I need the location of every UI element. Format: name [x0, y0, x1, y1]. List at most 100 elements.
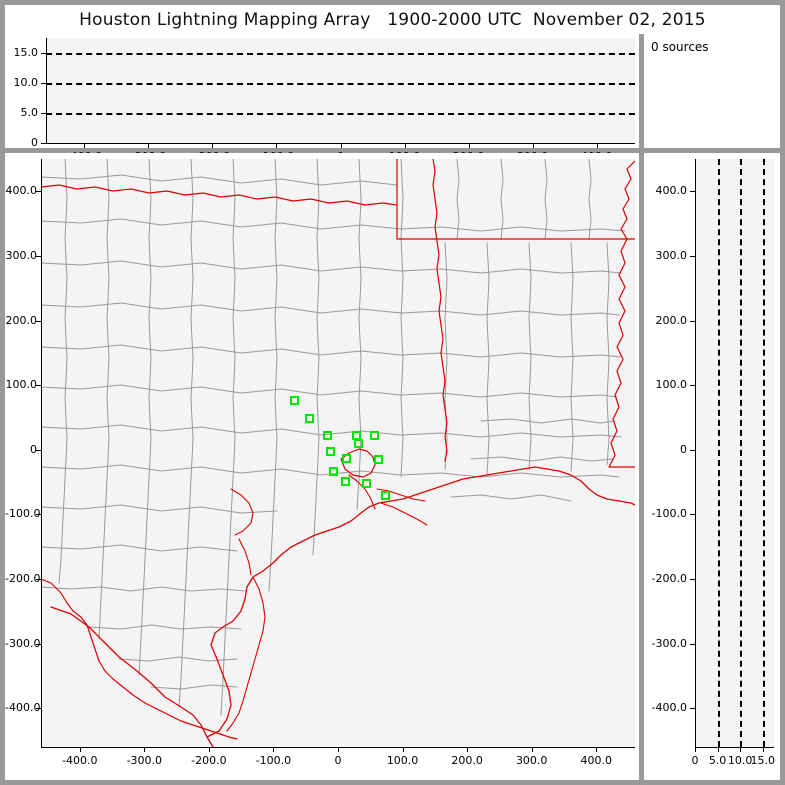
y-tick-label: -400.0	[5, 701, 41, 715]
x-tick	[532, 747, 533, 752]
y-tick	[690, 514, 695, 515]
y-tick	[690, 256, 695, 257]
y-tick-label: -400.0	[651, 701, 687, 715]
x-tick	[695, 747, 696, 752]
y-tick-label: 5.0	[20, 106, 39, 119]
y-tick	[690, 321, 695, 322]
x-tick-label: -300.0	[126, 754, 163, 767]
height-profile-plot-area[interactable]	[695, 159, 774, 747]
y-axis-line	[41, 159, 42, 747]
x-tick	[597, 143, 598, 148]
source-count-panel: 0 sources	[644, 34, 780, 148]
x-tick-label: -400.0	[62, 754, 98, 767]
lightning-source-marker	[290, 396, 299, 405]
source-count-label: 0 sources	[651, 40, 709, 54]
lightning-source-marker	[362, 479, 371, 488]
height-profile-panel[interactable]: 0 5.0 10.0 15.0 -400.0 -300.0 -200.0 -100.0 0 100…	[644, 153, 780, 780]
y-tick	[690, 644, 695, 645]
y-tick	[36, 191, 41, 192]
y-tick	[36, 450, 41, 451]
y-tick	[690, 385, 695, 386]
y-tick	[36, 385, 41, 386]
x-tick	[596, 747, 597, 752]
y-tick	[36, 256, 41, 257]
y-tick-label: 100.0	[5, 378, 38, 392]
gridline-horizontal	[46, 83, 635, 85]
lightning-source-marker	[374, 455, 383, 464]
y-tick	[690, 450, 695, 451]
lightning-source-marker	[354, 439, 363, 448]
y-tick	[36, 708, 41, 709]
title-bar: Houston Lightning Mapping Array 1900-200…	[5, 5, 780, 34]
x-tick-label: 0	[334, 754, 342, 767]
x-tick-label: -100.0	[255, 754, 292, 767]
y-tick-label: 0	[31, 136, 38, 149]
lightning-source-marker	[341, 477, 350, 486]
x-tick	[718, 747, 719, 752]
gridline-vertical	[718, 159, 720, 747]
y-tick	[36, 321, 41, 322]
lightning-source-marker	[381, 491, 390, 500]
y-tick	[36, 579, 41, 580]
lightning-source-marker	[342, 454, 351, 463]
y-tick-label: -100.0	[5, 507, 41, 521]
x-tick-label: -200.0	[191, 754, 227, 767]
x-axis-line	[695, 747, 774, 748]
time-height-plot-area[interactable]	[46, 38, 635, 143]
x-tick	[212, 143, 213, 148]
x-tick	[276, 143, 277, 148]
x-tick-label: 5.0	[708, 754, 727, 767]
y-tick	[41, 113, 46, 114]
x-tick	[405, 143, 406, 148]
state-boundaries	[41, 159, 635, 740]
y-tick-label: 300.0	[5, 248, 38, 262]
y-tick-label: -200.0	[5, 572, 41, 585]
y-tick-label: 300.0	[655, 248, 688, 262]
coastline	[50, 448, 635, 747]
y-tick	[41, 53, 46, 54]
y-axis-line	[695, 159, 696, 747]
time-height-panel[interactable]: -400.0-300.0-200.0-100.00100.0200.0300.0…	[5, 34, 639, 163]
y-tick-label: 10.0	[13, 76, 39, 89]
gridline-vertical	[740, 159, 742, 747]
x-tick-label: 400.0	[580, 754, 613, 767]
x-tick	[209, 747, 210, 752]
x-tick	[740, 747, 741, 752]
lightning-source-marker	[326, 447, 335, 456]
x-tick-label: 200.0	[451, 754, 483, 767]
y-tick-label: 0	[30, 442, 37, 456]
gridline-vertical	[763, 159, 765, 747]
x-tick	[469, 143, 470, 148]
plan-view-map-panel[interactable]: -400.0 -300.0 -200.0 -100.0 0 100.0 200.0 300.0…	[5, 153, 639, 780]
y-tick	[36, 644, 41, 645]
county-boundaries	[41, 159, 626, 716]
gridline-horizontal	[46, 113, 635, 115]
map-plot-area[interactable]	[41, 159, 635, 747]
x-tick-label: 0	[691, 754, 699, 767]
x-tick	[80, 747, 81, 752]
lightning-source-marker	[329, 467, 338, 476]
y-tick	[41, 83, 46, 84]
x-tick-label: 15.0	[750, 754, 775, 767]
x-tick	[273, 747, 274, 752]
page-title: Houston Lightning Mapping Array 1900-200…	[79, 9, 706, 30]
y-tick-label: 400.0	[655, 184, 688, 198]
x-tick	[403, 747, 404, 752]
y-tick	[690, 579, 695, 580]
x-tick	[341, 143, 342, 148]
y-tick-label: -300.0	[651, 636, 687, 650]
y-tick-label: -300.0	[5, 636, 41, 650]
y-tick	[36, 514, 41, 515]
x-tick	[144, 747, 145, 752]
x-tick	[533, 143, 534, 148]
y-tick-label: 400.0	[5, 184, 38, 198]
lightning-source-marker	[323, 431, 332, 440]
x-tick-label: 100.0	[386, 754, 419, 767]
x-axis-line	[46, 143, 635, 144]
lightning-source-marker	[370, 431, 379, 440]
y-tick-label: 200.0	[655, 313, 688, 327]
lightning-source-marker	[305, 414, 314, 423]
y-tick-label: 0	[680, 442, 687, 456]
x-tick	[148, 143, 149, 148]
gridline-horizontal	[46, 53, 635, 55]
